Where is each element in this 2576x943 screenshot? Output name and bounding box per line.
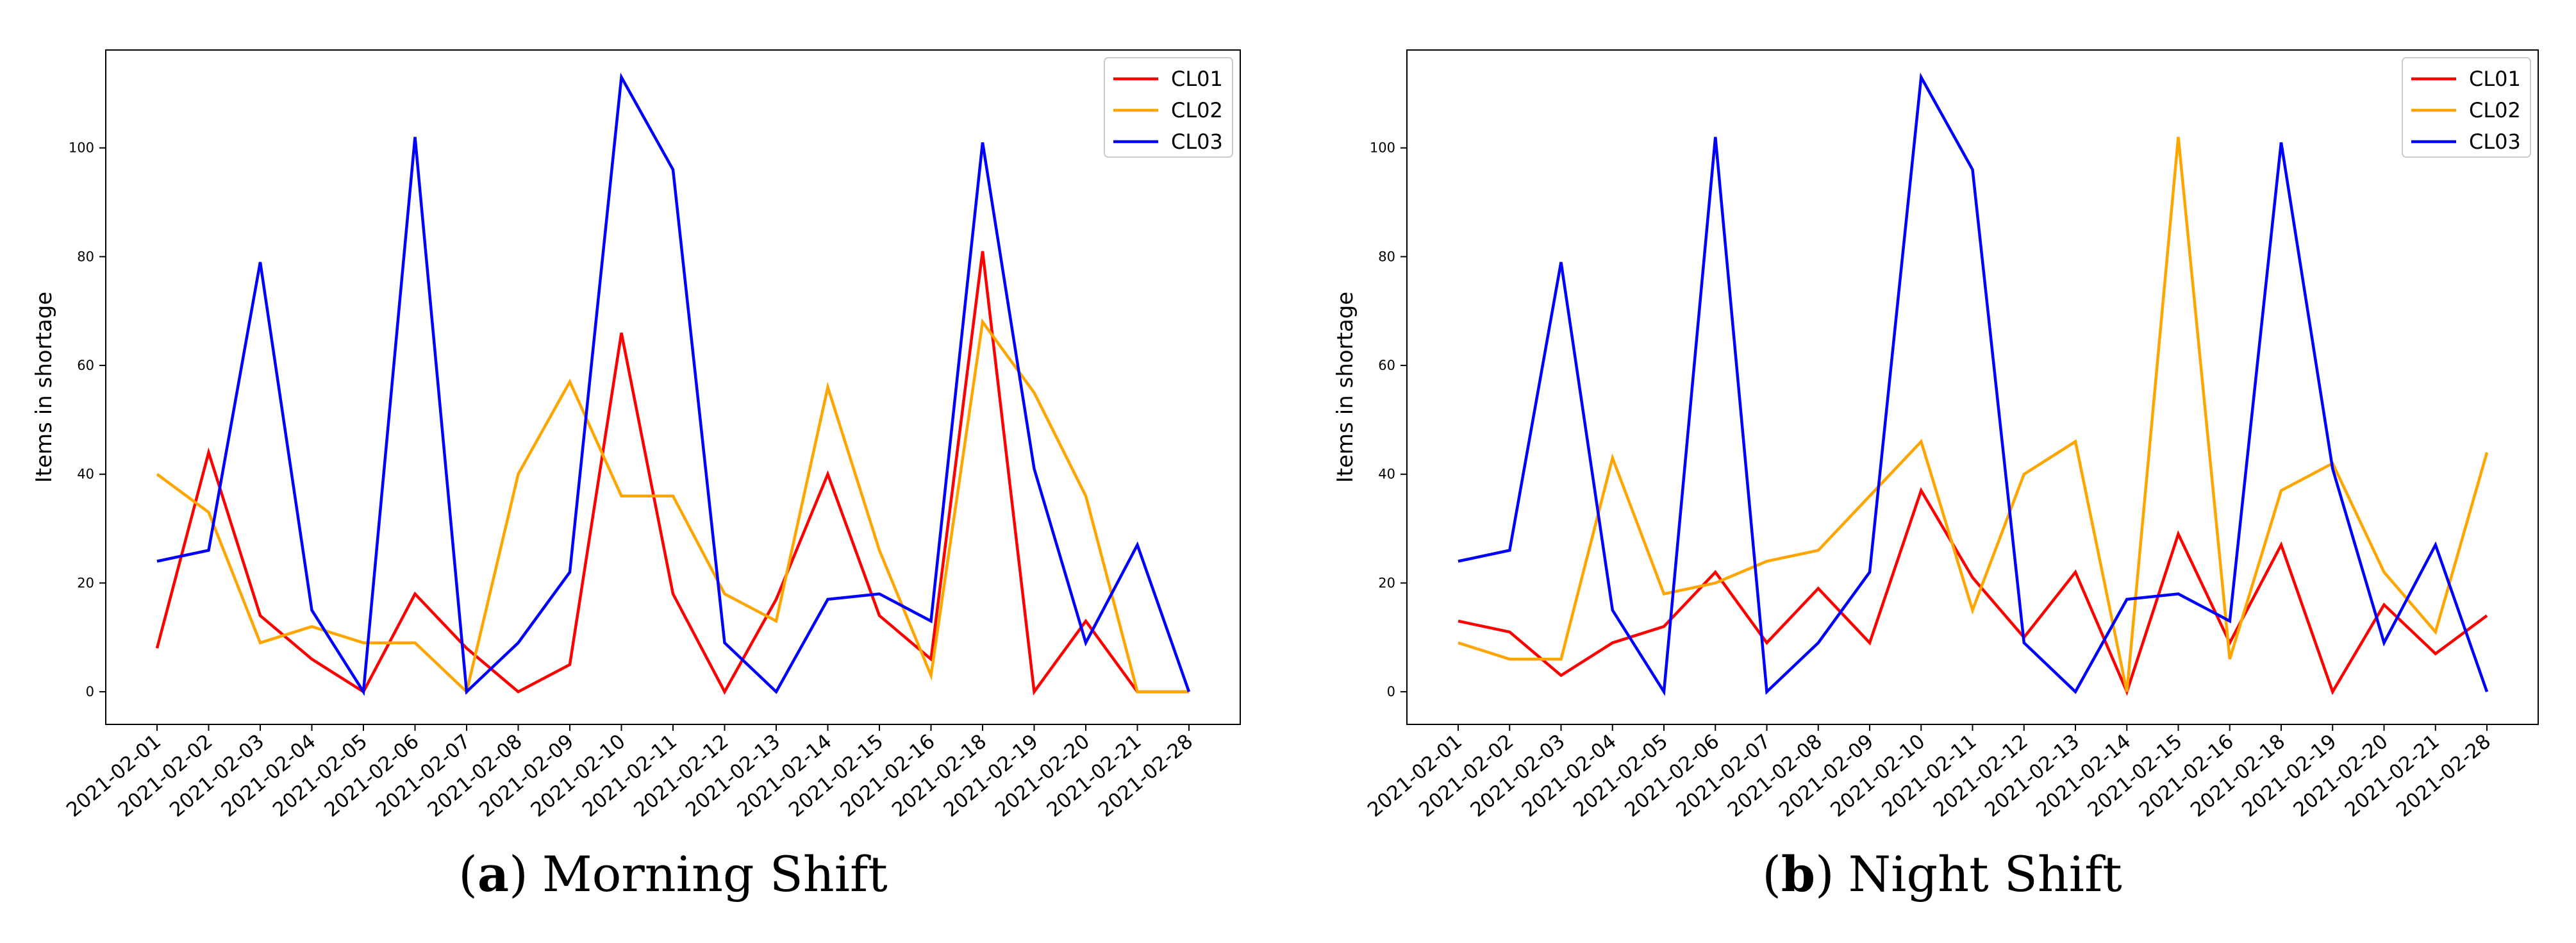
- plot-area-frame: [105, 49, 1241, 725]
- legend-label-cl02: CL02: [2469, 98, 2521, 122]
- figure-caption: (a) Morning Shift: [458, 846, 887, 903]
- y-tick-label: 40: [77, 467, 94, 482]
- caption-letter: b: [1781, 846, 1815, 903]
- series-line-cl02: [156, 318, 1189, 695]
- series-line-cl01: [1458, 487, 2488, 696]
- chart-panel-morning-shift: 0204060801002021-02-012021-02-022021-02-…: [31, 49, 1241, 903]
- series-line-cl03: [1458, 72, 2489, 696]
- plot-area-frame: [1406, 49, 2539, 725]
- y-tick-label: 100: [69, 140, 94, 156]
- y-tick-label: 80: [1378, 249, 1395, 264]
- y-tick-label: 60: [77, 358, 94, 373]
- caption-open-paren: (: [1762, 846, 1781, 903]
- legend-box: [2402, 57, 2531, 158]
- y-tick-label: 60: [1378, 358, 1395, 373]
- legend-box: [1104, 57, 1233, 158]
- y-axis-label: Items in shortage: [1333, 292, 1358, 483]
- legend-label-cl02: CL02: [1171, 98, 1223, 122]
- caption-close-paren: ): [509, 846, 528, 903]
- y-tick-label: 40: [1378, 467, 1395, 482]
- legend-label-cl03: CL03: [2469, 129, 2521, 154]
- caption-close-paren: ): [1815, 846, 1834, 903]
- y-tick-label: 80: [77, 249, 94, 264]
- legend-label-cl01: CL01: [1171, 67, 1223, 91]
- caption-open-paren: (: [458, 846, 478, 903]
- caption-text: Night Shift: [1849, 846, 2122, 903]
- caption-letter: a: [478, 846, 509, 903]
- figure-caption: (b) Night Shift: [1762, 846, 2122, 903]
- y-tick-label: 0: [86, 684, 94, 699]
- y-axis-label: Items in shortage: [31, 292, 57, 483]
- y-tick-label: 100: [1370, 140, 1395, 156]
- legend-label-cl03: CL03: [1171, 129, 1223, 154]
- series-line-cl03: [156, 72, 1191, 696]
- chart-panel-night-shift: 0204060801002021-02-012021-02-022021-02-…: [1333, 49, 2539, 903]
- series-line-cl02: [1458, 137, 2489, 692]
- y-tick-label: 20: [1378, 575, 1395, 590]
- caption-text: Morning Shift: [542, 846, 888, 903]
- y-tick-label: 20: [77, 575, 94, 590]
- y-tick-label: 0: [1387, 684, 1395, 699]
- legend-label-cl01: CL01: [2469, 67, 2521, 91]
- series-line-cl01: [155, 251, 1189, 696]
